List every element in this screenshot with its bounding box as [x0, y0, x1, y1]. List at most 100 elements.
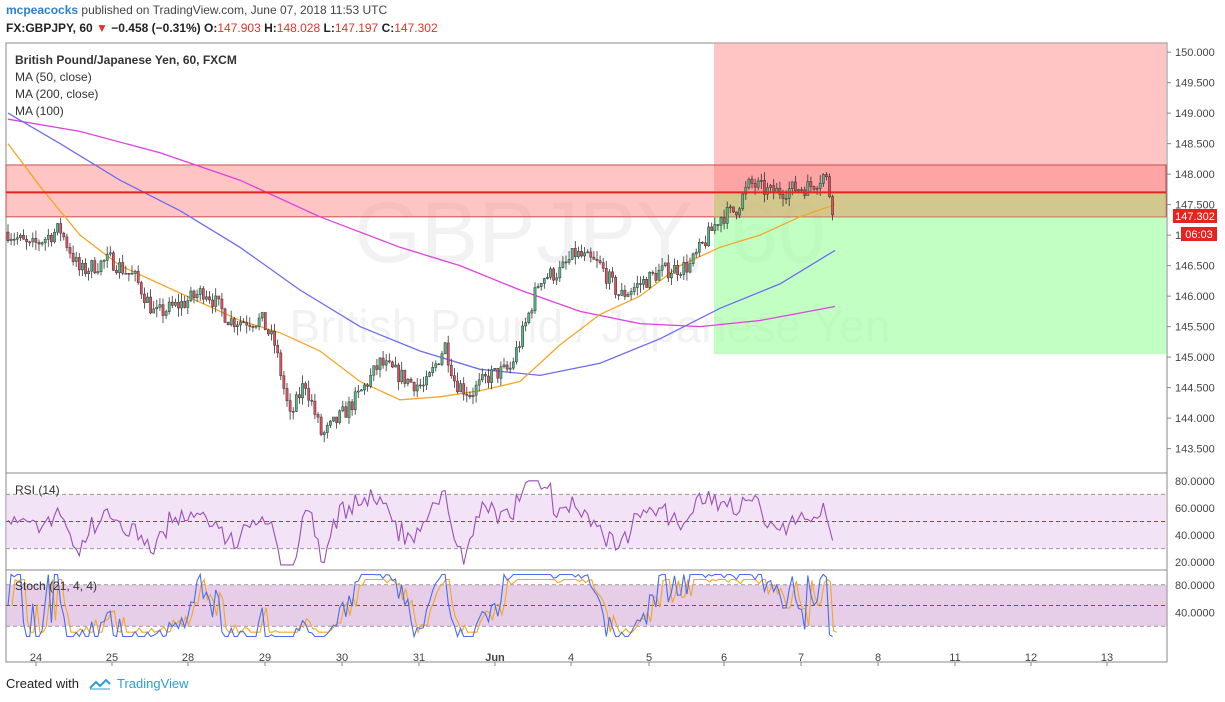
candle[interactable] — [232, 316, 236, 333]
candle[interactable] — [366, 383, 369, 392]
candle[interactable] — [515, 341, 518, 365]
candle[interactable] — [130, 265, 134, 275]
candle[interactable] — [62, 231, 66, 241]
candle[interactable] — [480, 368, 484, 383]
candle[interactable] — [728, 204, 732, 214]
tradingview-link[interactable]: TradingView — [116, 676, 189, 691]
candle[interactable] — [248, 317, 252, 331]
candle[interactable] — [12, 232, 16, 246]
candle[interactable] — [722, 209, 726, 230]
candle[interactable] — [431, 361, 435, 377]
candle[interactable] — [428, 371, 431, 378]
candle[interactable] — [660, 257, 664, 277]
candle[interactable] — [341, 400, 345, 413]
candle[interactable] — [381, 350, 385, 369]
candle[interactable] — [815, 185, 819, 195]
candle[interactable] — [322, 430, 326, 443]
candle[interactable] — [821, 173, 825, 187]
candle[interactable] — [477, 372, 481, 392]
candle[interactable] — [254, 325, 258, 330]
candle[interactable] — [453, 367, 456, 388]
candle[interactable] — [344, 401, 348, 418]
candle[interactable] — [825, 172, 828, 181]
candle[interactable] — [90, 259, 94, 279]
candle[interactable] — [666, 254, 670, 282]
candle[interactable] — [363, 382, 366, 395]
tradingview-logo-icon[interactable] — [89, 678, 111, 690]
candle[interactable] — [329, 420, 332, 428]
candle[interactable] — [676, 259, 679, 282]
candle[interactable] — [614, 275, 617, 299]
candle[interactable] — [713, 217, 717, 235]
rsi-line[interactable] — [7, 480, 834, 566]
candle[interactable] — [434, 360, 438, 372]
candle[interactable] — [586, 249, 590, 254]
candle[interactable] — [766, 182, 769, 200]
candle[interactable] — [679, 272, 683, 279]
candle[interactable] — [325, 422, 329, 439]
candle[interactable] — [301, 375, 304, 405]
candle[interactable] — [465, 386, 469, 403]
candle[interactable] — [304, 381, 307, 396]
candle[interactable] — [493, 367, 497, 372]
candle[interactable] — [294, 391, 298, 413]
candle[interactable] — [642, 275, 645, 290]
candle[interactable] — [50, 232, 53, 247]
candle[interactable] — [496, 368, 500, 384]
candle[interactable] — [409, 377, 413, 383]
candle[interactable] — [741, 191, 745, 211]
candle[interactable] — [536, 283, 540, 289]
candle[interactable] — [186, 295, 190, 315]
candle[interactable] — [564, 255, 568, 270]
legend-ma200[interactable]: MA (200, close) — [15, 87, 98, 101]
candle[interactable] — [152, 301, 156, 314]
candle[interactable] — [9, 232, 13, 246]
candle[interactable] — [639, 276, 642, 293]
candle[interactable] — [530, 307, 534, 319]
take-profit-zone[interactable] — [714, 192, 1166, 355]
candle[interactable] — [108, 246, 112, 257]
candle[interactable] — [84, 258, 87, 277]
candle[interactable] — [74, 251, 78, 267]
author-name[interactable]: mcpeacocks — [6, 3, 79, 17]
candle[interactable] — [239, 316, 242, 332]
candle[interactable] — [223, 307, 227, 324]
candle[interactable] — [425, 370, 428, 391]
candle[interactable] — [397, 362, 400, 390]
candle[interactable] — [759, 174, 763, 190]
price-axis[interactable]: 150.000 149.500 149.000 148.500 148.000 147.5… — [1167, 47, 1215, 456]
candle[interactable] — [651, 270, 655, 276]
candle[interactable] — [71, 245, 75, 266]
candle[interactable] — [468, 391, 472, 400]
candle[interactable] — [263, 312, 267, 331]
candle[interactable] — [360, 389, 363, 392]
candle[interactable] — [694, 248, 698, 258]
candle[interactable] — [291, 407, 295, 420]
candle[interactable] — [307, 380, 311, 408]
candle[interactable] — [580, 244, 583, 258]
candle[interactable] — [735, 211, 738, 220]
candle[interactable] — [136, 265, 140, 285]
candle[interactable] — [139, 280, 143, 299]
candle[interactable] — [511, 357, 515, 371]
candle[interactable] — [19, 233, 22, 241]
candle[interactable] — [459, 379, 462, 393]
candle[interactable] — [316, 412, 320, 423]
candle[interactable] — [539, 282, 543, 291]
candle[interactable] — [146, 292, 149, 303]
candle[interactable] — [440, 350, 444, 367]
candle[interactable] — [236, 321, 239, 336]
candle[interactable] — [77, 253, 81, 276]
candle[interactable] — [763, 172, 766, 203]
candle[interactable] — [25, 235, 28, 250]
candle[interactable] — [710, 222, 714, 231]
candle[interactable] — [220, 292, 224, 317]
candle[interactable] — [288, 393, 292, 420]
candle[interactable] — [384, 353, 388, 372]
candle[interactable] — [68, 242, 72, 259]
candle[interactable] — [595, 250, 599, 268]
candle[interactable] — [732, 206, 735, 214]
candle[interactable] — [285, 383, 289, 407]
candle[interactable] — [403, 369, 407, 388]
candle[interactable] — [226, 321, 230, 326]
